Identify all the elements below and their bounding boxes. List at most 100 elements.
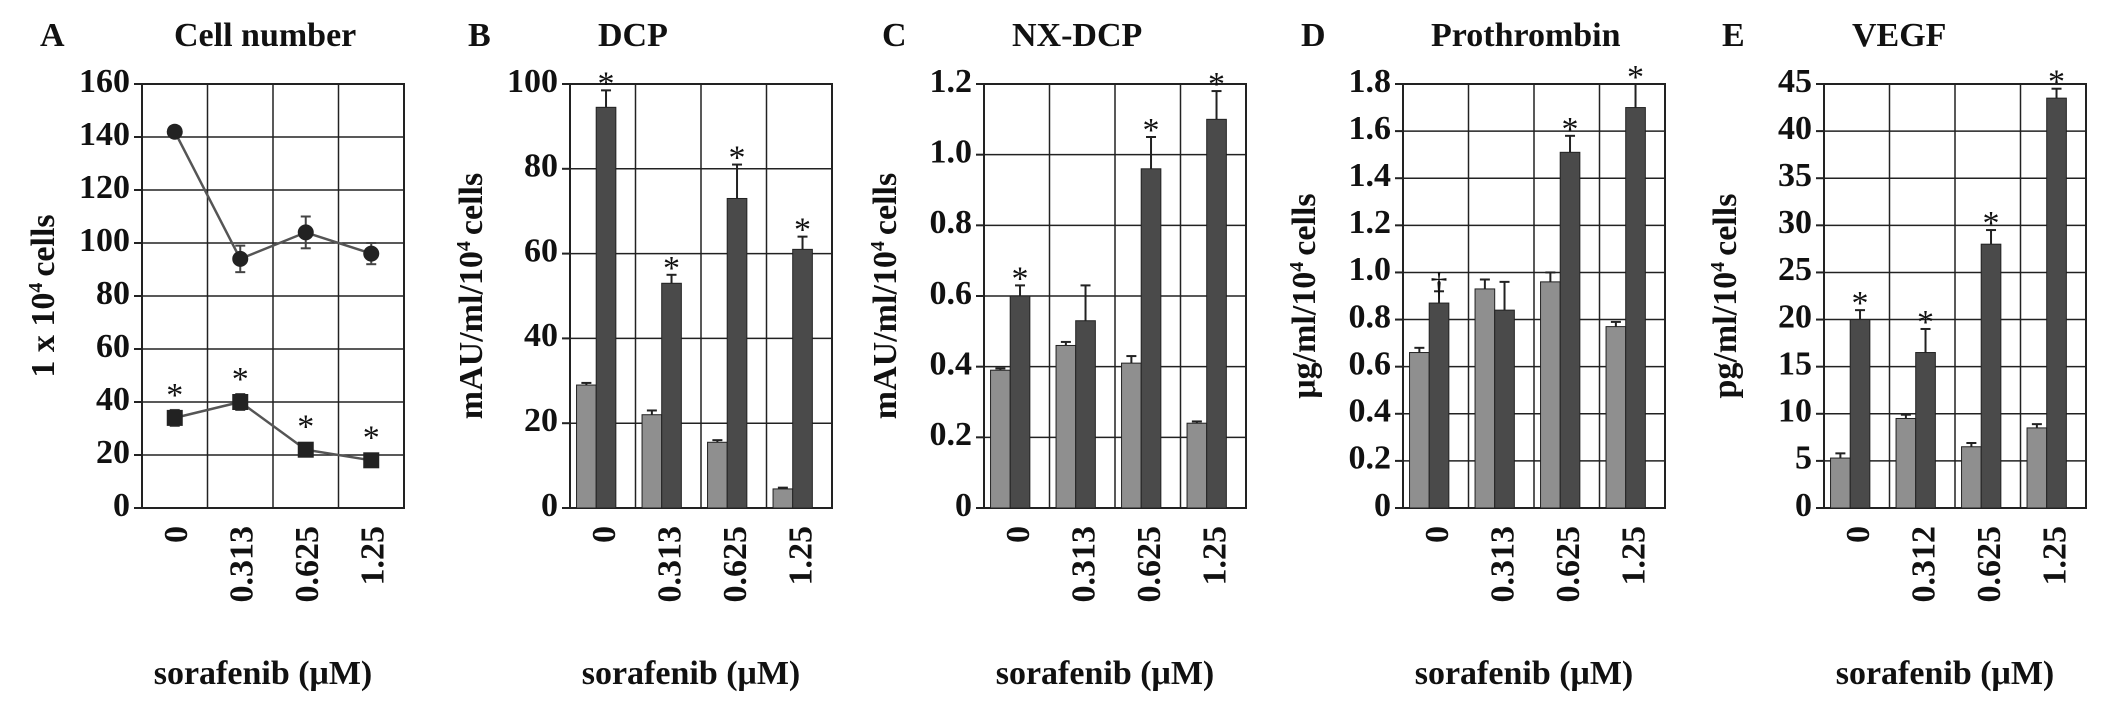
panel: E VEGF pg/ml/104 cells 0 5 10 15 20 25 30 35 40 45 0 0.… — [1707, 17, 2087, 692]
panel-letter: B — [468, 17, 491, 54]
x-tick-label: 0 — [158, 526, 195, 543]
x-tick-label: 0 — [1419, 526, 1456, 543]
y-label-part: cells — [25, 214, 62, 276]
y-label-part: μg/ml/10 — [1286, 272, 1323, 399]
y-tick-label: 120 — [79, 169, 130, 206]
bar — [990, 369, 1011, 509]
y-tick-label: 0 — [955, 487, 972, 524]
y-tick-label: 0.6 — [930, 275, 973, 312]
y-tick-label: 1.8 — [1349, 63, 1392, 100]
panel-title: NX-DCP — [1012, 17, 1142, 54]
x-tick-label: 0.625 — [1131, 526, 1168, 603]
y-label-sup: 4 — [453, 241, 475, 251]
bar — [726, 197, 748, 509]
y-tick-label: 60 — [96, 328, 130, 365]
bar — [1830, 457, 1851, 509]
bar — [1849, 319, 1871, 509]
point — [297, 441, 314, 458]
significance-mark: * — [1917, 304, 1934, 341]
bar — [576, 384, 597, 509]
x-tick-label: 1.25 — [354, 526, 391, 586]
y-tick-label: 1.6 — [1349, 110, 1392, 147]
bar — [792, 248, 813, 509]
y-tick-label: 1.2 — [1349, 204, 1392, 241]
y-tick-label: 1.0 — [1349, 251, 1392, 288]
bar — [595, 106, 617, 509]
y-tick-label: 5 — [1795, 440, 1812, 477]
y-tick-label: 20 — [96, 434, 130, 471]
panel: C NX-DCP mAU/ml/104 cells 0 0.2 0.4 0.6 0.8 1.0 1.… — [867, 17, 1247, 692]
point — [363, 245, 380, 262]
bar — [2026, 427, 2048, 509]
y-tick-label: 0 — [1374, 487, 1391, 524]
line — [174, 400, 372, 462]
x-tick-label: 0 — [1000, 526, 1037, 543]
bar — [1625, 107, 1646, 509]
panel: B DCP mAU/ml/104 cells 0 20 40 60 80 100 0 0.313 0.6… — [453, 17, 833, 692]
panel-title: Prothrombin — [1431, 17, 1621, 54]
significance-mark: * — [297, 409, 314, 446]
x-tick-label: 0.313 — [1065, 526, 1102, 603]
y-tick-label: 40 — [96, 381, 130, 418]
point — [166, 123, 183, 140]
bar — [772, 488, 794, 509]
bar — [1540, 281, 1561, 509]
bar — [641, 414, 663, 509]
y-label-part: cells — [867, 173, 904, 235]
significance-mark: * — [1627, 59, 1644, 96]
y-label-part: mAU/ml/10 — [453, 251, 490, 419]
y-tick-label: 80 — [96, 275, 130, 312]
y-tick-label: 1.2 — [930, 63, 973, 100]
significance-mark: * — [1208, 66, 1225, 103]
bar — [1428, 302, 1450, 509]
x-tick-label: 1.25 — [1196, 526, 1233, 586]
x-tick-label: 0.312 — [1905, 526, 1942, 603]
y-tick-label: 0 — [541, 487, 558, 524]
y-tick-label: 40 — [524, 317, 558, 354]
x-tick-label: 1.25 — [782, 526, 819, 586]
bar — [707, 441, 728, 509]
y-tick-label: 20 — [1778, 298, 1812, 335]
x-tick-label: 0.625 — [717, 526, 754, 603]
y-label-sup: 4 — [867, 241, 889, 251]
panel: D Prothrombin μg/ml/104 cells 0 0.2 0.4 0.6 0.8 1… — [1286, 17, 1666, 692]
y-label-sup: 4 — [25, 283, 47, 293]
x-tick-label: 1.25 — [1615, 526, 1652, 586]
significance-mark: * — [2048, 64, 2065, 101]
y-label-part: cells — [1707, 194, 1744, 256]
x-axis-label: sorafenib (μM) — [154, 655, 373, 692]
y-tick-label: 45 — [1778, 63, 1812, 100]
significance-mark: * — [663, 250, 680, 287]
y-tick-label: 0.8 — [1349, 298, 1392, 335]
panel-title: VEGF — [1852, 17, 1946, 54]
point — [232, 394, 249, 410]
bar — [1895, 417, 1917, 509]
x-tick-label: 0.625 — [289, 526, 326, 603]
plot-frame — [1402, 83, 1666, 509]
x-tick-label: 0.625 — [1550, 526, 1587, 603]
line — [173, 131, 372, 261]
panel: A Cell number 1 x 104 cells 0 20 40 60 80 100 120 1… — [25, 17, 405, 692]
bar — [1980, 243, 2002, 509]
significance-mark: * — [794, 212, 811, 249]
y-tick-label: 35 — [1778, 157, 1812, 194]
x-axis-label: sorafenib (μM) — [582, 655, 801, 692]
y-tick-label: 40 — [1778, 110, 1812, 147]
bar — [1409, 352, 1430, 509]
bar — [1186, 422, 1208, 509]
x-tick-label: 1.25 — [2036, 526, 2073, 586]
y-tick-label: 0.4 — [1349, 393, 1392, 430]
panel-title: DCP — [598, 17, 668, 54]
y-tick-label: 30 — [1778, 204, 1812, 241]
y-tick-label: 20 — [524, 402, 558, 439]
bar — [1075, 320, 1096, 509]
y-tick-label: 140 — [79, 116, 130, 153]
y-tick-label: 25 — [1778, 251, 1812, 288]
significance-mark: * — [598, 65, 615, 102]
significance-mark: * — [1852, 285, 1869, 322]
y-label-part: cells — [453, 173, 490, 235]
significance-mark: * — [1983, 205, 2000, 242]
panel-letter: E — [1722, 17, 1745, 54]
